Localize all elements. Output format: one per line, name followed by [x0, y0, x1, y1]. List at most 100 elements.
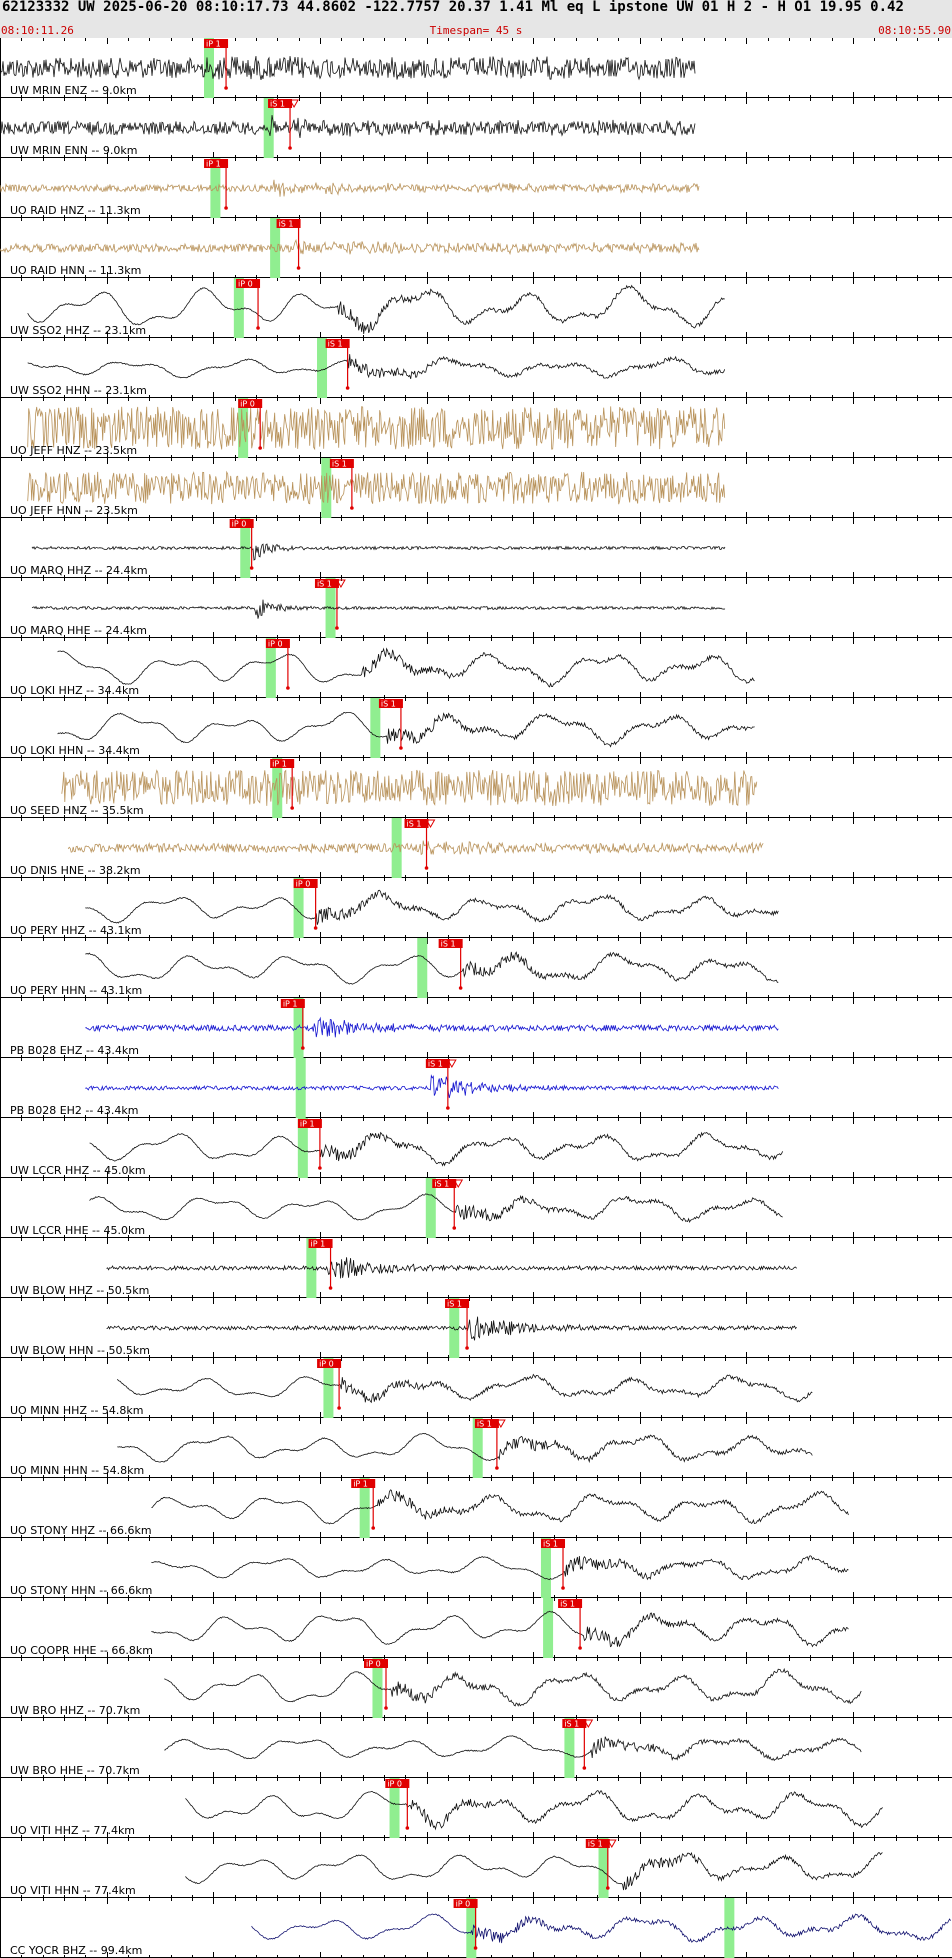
- pick-flag: [204, 159, 229, 168]
- predicted-arrival-band: [472, 1418, 483, 1478]
- pick-label: iP 0: [268, 640, 283, 649]
- station-label: UW BRO HHZ -- 70.7km: [10, 1704, 140, 1717]
- trace-panel: iS 1 UO MARQ HHE -- 24.4km: [0, 578, 952, 638]
- pick-flag: [432, 1179, 457, 1188]
- pick-flag: [585, 1839, 610, 1848]
- station-label: UW MRIN ENN -- 9.0km: [10, 144, 137, 157]
- station-label: UW BLOW HHZ -- 50.5km: [10, 1284, 149, 1297]
- predicted-arrival-band: [293, 998, 304, 1058]
- predicted-arrival-band: [598, 1838, 609, 1898]
- waveform: [106, 1316, 797, 1341]
- pick-label: iS 1: [279, 220, 294, 229]
- pick-flag: [364, 1659, 389, 1668]
- pick-label: iS 1: [328, 340, 343, 349]
- trace-panel: iP 1 UW BLOW HHZ -- 50.5km: [0, 1238, 952, 1298]
- trace-panel: iS 1 UO PERY HHN -- 43.1km: [0, 938, 952, 998]
- timespan-label: Timespan= 45 s: [430, 24, 523, 37]
- pick-flag: [265, 639, 290, 648]
- pick-label: iP 0: [319, 1360, 334, 1369]
- station-label: UO RAID HNN -- 11.3km: [10, 264, 141, 277]
- pick-label: iS 1: [447, 1300, 462, 1309]
- pick-end-dot: [452, 1226, 457, 1230]
- station-label: UW BRO HHE -- 70.7km: [10, 1764, 140, 1777]
- predicted-arrival-band: [540, 1538, 551, 1598]
- pick-end-dot: [561, 1586, 565, 1590]
- waveform: [85, 951, 779, 985]
- trace-panel: iP 0 UO PERY HHZ -- 43.1km: [0, 878, 952, 938]
- pick-label: iP 0: [296, 880, 311, 889]
- pick-end-dot: [224, 206, 228, 210]
- pick-end-dot: [405, 1826, 410, 1830]
- pick-end-dot: [446, 1106, 450, 1110]
- pick-end-dot: [399, 746, 403, 750]
- station-label: UO MINN HHN -- 54.8km: [10, 1464, 144, 1477]
- predicted-arrival-band: [391, 818, 402, 878]
- pick-end-dot: [337, 1406, 341, 1410]
- pick-label: iS 1: [434, 1180, 449, 1189]
- waveform: [27, 284, 725, 335]
- pick-end-dot: [582, 1766, 587, 1770]
- predicted-arrival-band: [265, 638, 276, 698]
- station-label: PB B028 EHZ -- 43.4km: [10, 1044, 139, 1057]
- theoretical-arrival-marker: [425, 819, 436, 829]
- theoretical-arrival-marker: [496, 1419, 506, 1429]
- station-label: UO STONY HHN -- 66.6km: [10, 1584, 152, 1597]
- pick-flag: [204, 39, 229, 48]
- theoretical-arrival-marker: [606, 1839, 617, 1849]
- predicted-arrival-band: [293, 878, 304, 938]
- pick-label: iP 1: [300, 1120, 315, 1129]
- pick-label: iP 0: [238, 280, 253, 289]
- pick-end-dot: [371, 1526, 376, 1530]
- start-time-label: 08:10:11.26: [1, 24, 74, 37]
- waveform: [89, 1131, 783, 1167]
- pick-flag: [308, 1239, 333, 1248]
- predicted-arrival-band: [233, 278, 244, 338]
- pick-flag: [325, 339, 350, 348]
- pick-label: iS 1: [270, 100, 285, 109]
- trace-panel: iP 1 UO RAID HNZ -- 11.3km: [0, 158, 952, 218]
- waveform: [85, 889, 779, 925]
- pick-flag: [293, 879, 318, 888]
- pick-flag: [453, 1899, 478, 1908]
- waveform: [0, 56, 696, 81]
- waveform: [0, 238, 700, 256]
- pick-flag: [238, 399, 263, 408]
- trace-panel: iP 0 UW SSO2 HHZ -- 23.1km: [0, 278, 952, 338]
- waveform: [27, 470, 726, 505]
- waveform: [164, 1735, 862, 1762]
- trace-panel: iS 1 UO MINN HHN -- 54.8km: [0, 1418, 952, 1478]
- pick-flag: [329, 459, 354, 468]
- pick-flag: [425, 1059, 450, 1068]
- predicted-arrival-band: [724, 1898, 735, 1958]
- station-label: UO VITI HHZ -- 77.4km: [10, 1824, 135, 1837]
- station-label: UO MARQ HHE -- 24.4km: [10, 624, 147, 637]
- pick-label: iS 1: [588, 1840, 603, 1849]
- trace-panel: iS 1 UW BLOW HHN -- 50.5km: [0, 1298, 952, 1358]
- waveform: [0, 179, 700, 197]
- pick-end-dot: [296, 266, 301, 270]
- pick-end-dot: [335, 626, 339, 630]
- pick-flag: [297, 1119, 322, 1128]
- trace-panel: iP 0 UO VITI HHZ -- 77.4km: [0, 1778, 952, 1838]
- waveform: [57, 647, 755, 688]
- predicted-arrival-band: [295, 1058, 306, 1118]
- trace-panel: iP 1 UW LCCR HHZ -- 45.0km: [0, 1118, 952, 1178]
- pick-end-dot: [318, 1166, 322, 1170]
- trace-panel: iS 1 PB B028 EH2 -- 43.4km: [0, 1058, 952, 1118]
- trace-panel: iS 1 UW SSO2 HHN -- 23.1km: [0, 338, 952, 398]
- pick-flag: [314, 579, 339, 588]
- header-band: [0, 0, 952, 38]
- waveform: [185, 1851, 883, 1891]
- pick-label: iP 1: [272, 760, 287, 769]
- station-label: UW BLOW HHN -- 50.5km: [10, 1344, 150, 1357]
- predicted-arrival-band: [297, 1118, 308, 1178]
- trace-panel: iP 0 UO MINN HHZ -- 54.8km: [0, 1358, 952, 1418]
- pick-end-dot: [605, 1886, 610, 1890]
- pick-end-dot: [224, 86, 228, 90]
- pick-label: iP 1: [283, 1000, 298, 1009]
- predicted-arrival-band: [370, 698, 381, 758]
- station-label: UO LOKI HHN -- 34.4km: [10, 744, 140, 757]
- trace-panel: iP 1 UW MRIN ENZ -- 9.0km: [0, 38, 952, 98]
- station-label: UO JEFF HNZ -- 23.5km: [10, 444, 137, 457]
